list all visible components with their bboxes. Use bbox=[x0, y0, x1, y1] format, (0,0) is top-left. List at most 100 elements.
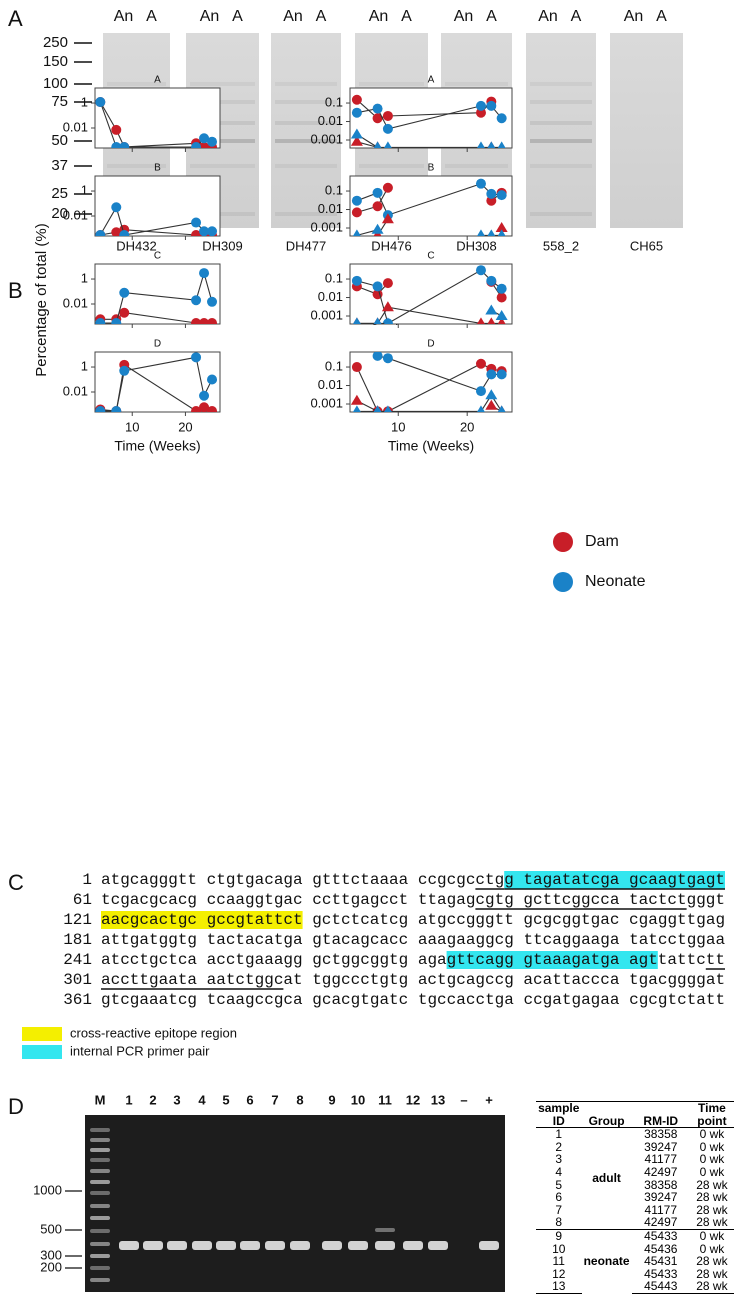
cell: 28 wk bbox=[696, 1202, 728, 1217]
cell: 41177 bbox=[644, 1202, 677, 1217]
circle-marker bbox=[199, 226, 210, 236]
circle-marker bbox=[382, 353, 393, 364]
ladder-band bbox=[90, 1229, 110, 1233]
blot-band bbox=[530, 212, 592, 216]
marker-label: 20 bbox=[51, 205, 68, 222]
lane-label: 1 bbox=[125, 1092, 132, 1107]
sequence-highlight bbox=[101, 911, 303, 929]
panel-label: A bbox=[8, 6, 23, 31]
y-tick-label: 1 bbox=[81, 358, 88, 373]
marker-label: 37 bbox=[51, 157, 68, 174]
pcr-band bbox=[348, 1241, 368, 1250]
blot-band bbox=[530, 139, 592, 143]
circle-marker bbox=[119, 307, 130, 318]
circle-marker bbox=[486, 275, 497, 286]
sequence-text: gttcagg gtaaagatga agt bbox=[447, 951, 658, 969]
circle-marker bbox=[351, 207, 362, 218]
circle-marker bbox=[191, 318, 202, 324]
gel bbox=[85, 1115, 505, 1292]
lane-label: A bbox=[571, 8, 582, 25]
y-tick-label: 0.01 bbox=[318, 289, 343, 304]
panel-label: C bbox=[8, 870, 24, 895]
circle-marker bbox=[111, 142, 122, 148]
legend-swatch bbox=[22, 1045, 62, 1059]
plot-area bbox=[95, 268, 218, 324]
lane-label: An bbox=[114, 8, 134, 25]
row-number: 361 bbox=[63, 991, 92, 1009]
circle-marker bbox=[191, 352, 202, 363]
y-tick-label: 0.001 bbox=[310, 131, 343, 146]
y-tick-label: 0.01 bbox=[318, 201, 343, 216]
subplot-title: A bbox=[428, 75, 435, 86]
lane-label: + bbox=[485, 1092, 493, 1107]
circle-marker bbox=[111, 227, 122, 236]
plot-area bbox=[95, 97, 218, 148]
blot-band bbox=[530, 164, 592, 168]
triangle-marker bbox=[477, 317, 485, 324]
triangle-marker bbox=[383, 141, 392, 148]
lane-label: – bbox=[460, 1092, 467, 1107]
cell: 42497 bbox=[644, 1164, 678, 1179]
y-tick-label: 0.1 bbox=[325, 270, 343, 285]
y-tick-label: 0.001 bbox=[310, 395, 343, 410]
circle-marker bbox=[119, 287, 130, 298]
pcr-band bbox=[322, 1241, 342, 1250]
cell: 38358 bbox=[644, 1177, 678, 1192]
ladder-band bbox=[90, 1138, 110, 1142]
circle-marker bbox=[191, 406, 202, 412]
lane-label: 8 bbox=[296, 1092, 303, 1107]
ladder-band bbox=[90, 1254, 110, 1258]
circle-marker bbox=[207, 226, 218, 236]
circle-marker bbox=[111, 318, 122, 324]
ladder-band bbox=[90, 1158, 110, 1162]
triangle-marker bbox=[373, 141, 382, 148]
y-tick-label: 0.01 bbox=[63, 295, 88, 310]
sequence-text: tattc bbox=[658, 951, 706, 969]
triangle-marker bbox=[495, 222, 508, 233]
table-row: 6 39247 28 wk bbox=[536, 1191, 734, 1204]
circle-marker bbox=[95, 97, 106, 108]
sequence-text: tt bbox=[706, 951, 725, 969]
subplot-title: C bbox=[427, 251, 434, 262]
triangle-marker bbox=[495, 310, 508, 321]
cell: 28 wk bbox=[696, 1266, 728, 1281]
cell: 12 bbox=[552, 1266, 566, 1281]
cell: 6 bbox=[555, 1190, 563, 1205]
triangle-marker bbox=[497, 229, 506, 236]
circle-marker bbox=[382, 123, 393, 134]
triangle-marker bbox=[383, 317, 392, 324]
blot-band bbox=[275, 212, 337, 216]
legend-swatch bbox=[22, 1027, 62, 1041]
circle-marker bbox=[207, 374, 218, 385]
circle-marker bbox=[207, 296, 218, 307]
cell: 0 wk bbox=[699, 1164, 725, 1179]
circle-marker bbox=[207, 136, 218, 147]
lane-label: 6 bbox=[246, 1092, 253, 1107]
pcr-band bbox=[265, 1241, 285, 1250]
blot-band bbox=[190, 121, 255, 125]
table-row: 13 45443 28 wk bbox=[536, 1280, 734, 1294]
table-row: 5 38358 28 wk bbox=[536, 1177, 734, 1192]
circle-marker bbox=[475, 386, 486, 397]
circle-marker bbox=[496, 113, 507, 124]
lane-label: 3 bbox=[173, 1092, 180, 1107]
blot-band bbox=[190, 139, 255, 143]
sequence-highlight bbox=[446, 951, 658, 969]
cell: 28 wk bbox=[689, 1280, 734, 1294]
triangle-marker bbox=[477, 405, 485, 412]
blot bbox=[610, 33, 683, 228]
plot-area bbox=[95, 352, 218, 412]
table-row: 10 45436 0 wk bbox=[536, 1242, 734, 1256]
circle-marker bbox=[207, 318, 218, 324]
circle-marker bbox=[372, 187, 383, 198]
y-tick-label: 1 bbox=[81, 270, 88, 285]
subplot-title: A bbox=[154, 75, 161, 86]
circle-marker bbox=[351, 195, 362, 206]
lane-label: 9 bbox=[328, 1092, 335, 1107]
ladder-band bbox=[90, 1148, 110, 1152]
triangle-marker bbox=[373, 405, 382, 412]
row-number: 121 bbox=[63, 911, 92, 929]
subplot-title: C bbox=[154, 251, 161, 262]
row-number: 181 bbox=[63, 931, 92, 949]
plot-area bbox=[351, 178, 508, 236]
